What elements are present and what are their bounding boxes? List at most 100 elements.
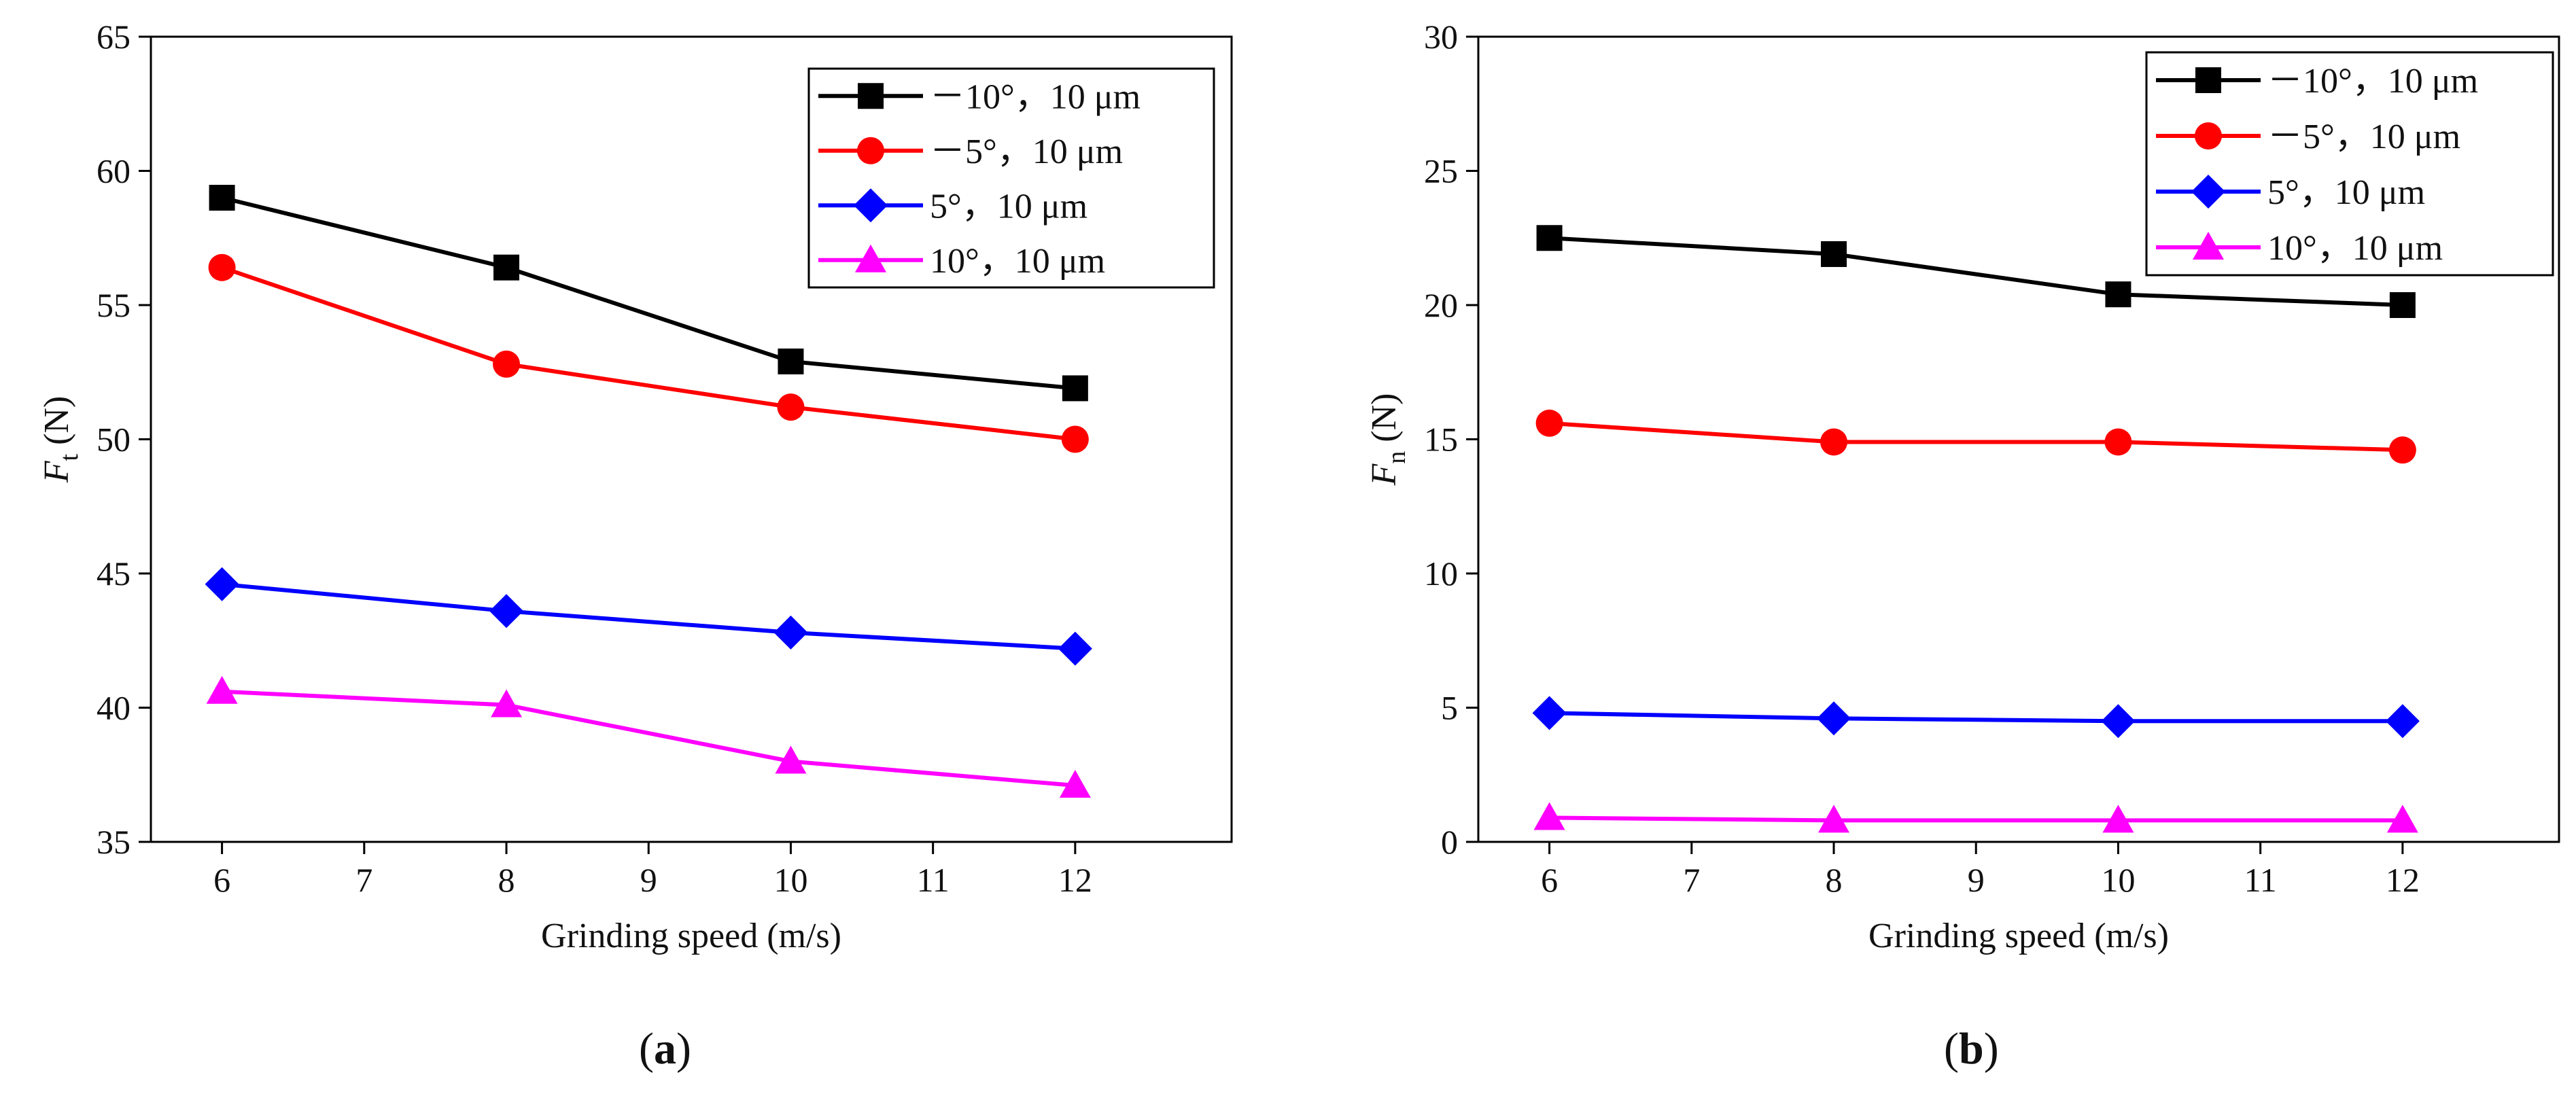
data-point — [2105, 281, 2131, 308]
y-tick-label: 35 — [97, 823, 130, 861]
legend-marker — [854, 188, 888, 223]
legend-label: 5°，10 μm — [2267, 173, 2425, 212]
x-tick-label: 7 — [355, 861, 372, 899]
series-line-2 — [221, 265, 1076, 442]
y-axis-title: Ft (N) — [37, 396, 84, 484]
data-point — [493, 350, 521, 378]
legend-label: －10°，10 μm — [930, 77, 1141, 116]
chart-panel-2: 6 7 8 9 10 11 12 0 5 10 15 20 25 30 Grinding speed (m/… — [1365, 18, 2560, 955]
data-point — [1535, 409, 1563, 437]
x-tick-label: 9 — [640, 861, 657, 899]
data-point — [489, 594, 524, 629]
data-point — [1062, 375, 1088, 402]
y-axis-symbol: F — [37, 460, 76, 483]
legend-marker — [2195, 67, 2221, 93]
panel-label-letter: a — [654, 1024, 676, 1074]
y-tick-label: 0 — [1441, 823, 1458, 861]
x-tick-label: 10 — [773, 861, 807, 899]
data-point — [2104, 428, 2132, 456]
x-axis-title: Grinding speed (m/s) — [541, 917, 841, 955]
panel-label: (a) — [639, 1024, 691, 1074]
legend-marker — [2193, 232, 2224, 260]
y-tick-label: 55 — [97, 286, 130, 324]
legend-marker — [858, 83, 884, 109]
series-line-3 — [222, 582, 1076, 651]
panel-label: (b) — [1944, 1024, 1999, 1074]
legend-label: 5°，10 μm — [930, 187, 1087, 226]
legend-marker — [2195, 122, 2222, 149]
legend-label: 10°，10 μm — [930, 242, 1105, 281]
data-point — [2102, 805, 2134, 833]
legend-marker — [857, 137, 884, 164]
data-point — [205, 567, 239, 601]
data-point — [491, 689, 523, 718]
legend-marker — [2191, 175, 2225, 209]
panel-label-letter: b — [1959, 1024, 1984, 1074]
data-point — [777, 393, 805, 421]
x-tick-label: 11 — [917, 861, 950, 899]
data-point — [1818, 805, 1850, 833]
y-tick-label: 5 — [1441, 689, 1458, 727]
data-point — [2388, 436, 2416, 464]
x-tick-label: 6 — [1541, 861, 1558, 899]
y-axis-unit: (N) — [37, 396, 76, 454]
y-axis-title: Fn (N) — [1365, 393, 1411, 487]
legend-label: －5°，10 μm — [930, 132, 1123, 171]
x-tick-label: 10 — [2101, 861, 2135, 899]
y-axis-subscript: n — [1382, 451, 1411, 464]
x-tick-label: 11 — [2244, 861, 2277, 899]
data-point — [1821, 241, 1847, 267]
data-point — [775, 745, 807, 774]
data-point — [1532, 696, 1567, 730]
x-tick-label: 12 — [2386, 861, 2420, 899]
legend: －10°，10 μm －5°，10 μm 5°，10 μm 10°，10 μm — [807, 67, 1215, 289]
x-tick-label: 7 — [1683, 861, 1700, 899]
y-tick-label: 45 — [97, 554, 130, 593]
series-line-4 — [1549, 815, 2403, 823]
x-tick-label: 6 — [213, 861, 230, 899]
x-tick-label: 8 — [498, 861, 515, 899]
data-point — [206, 675, 238, 704]
y-tick-label: 60 — [97, 152, 130, 190]
data-point — [2385, 704, 2420, 739]
panel-label-close: ) — [1984, 1024, 1999, 1074]
series-line-1 — [221, 196, 1076, 391]
legend-label: －5°，10 μm — [2267, 118, 2460, 156]
y-tick-label: 10 — [1424, 554, 1458, 593]
panel-label-open: ( — [639, 1024, 654, 1074]
data-point — [778, 348, 804, 374]
y-tick-label: 15 — [1424, 421, 1458, 459]
data-point — [493, 254, 520, 281]
y-axis-subscript: t — [55, 453, 84, 461]
data-point — [2389, 292, 2416, 318]
y-tick-label: 25 — [1424, 152, 1458, 190]
data-point — [1061, 425, 1089, 453]
data-point — [2386, 805, 2418, 833]
y-axis-symbol: F — [1365, 463, 1404, 486]
data-point — [1820, 428, 1848, 456]
data-point — [1058, 631, 1092, 666]
panel-label-open: ( — [1944, 1024, 1959, 1074]
series-line-1 — [1549, 236, 2403, 307]
y-tick-label: 40 — [97, 689, 130, 727]
panel-label-close: ) — [676, 1024, 691, 1074]
y-tick-label: 50 — [97, 421, 130, 459]
data-point — [1817, 701, 1851, 736]
series-line-2 — [1549, 421, 2403, 453]
y-axis-unit: (N) — [1365, 393, 1404, 451]
y-tick-label: 30 — [1424, 18, 1458, 56]
y-tick-label: 20 — [1424, 286, 1458, 324]
series-line-3 — [1549, 711, 2403, 724]
data-point — [1059, 770, 1091, 798]
data-point — [2101, 704, 2136, 739]
chart-panel-1: 6 7 8 9 10 11 12 35 40 45 50 55 60 65 Grinding speed (… — [37, 18, 1233, 955]
y-tick-label: 65 — [97, 18, 130, 56]
series-line-4 — [222, 689, 1076, 788]
legend-label: －10°，10 μm — [2267, 62, 2478, 101]
legend-marker — [855, 244, 886, 272]
x-tick-label: 8 — [1826, 861, 1843, 899]
data-point — [1536, 225, 1563, 251]
legend: －10°，10 μm －5°，10 μm 5°，10 μm 10°，10 μm — [2145, 51, 2554, 277]
data-point — [208, 253, 236, 281]
